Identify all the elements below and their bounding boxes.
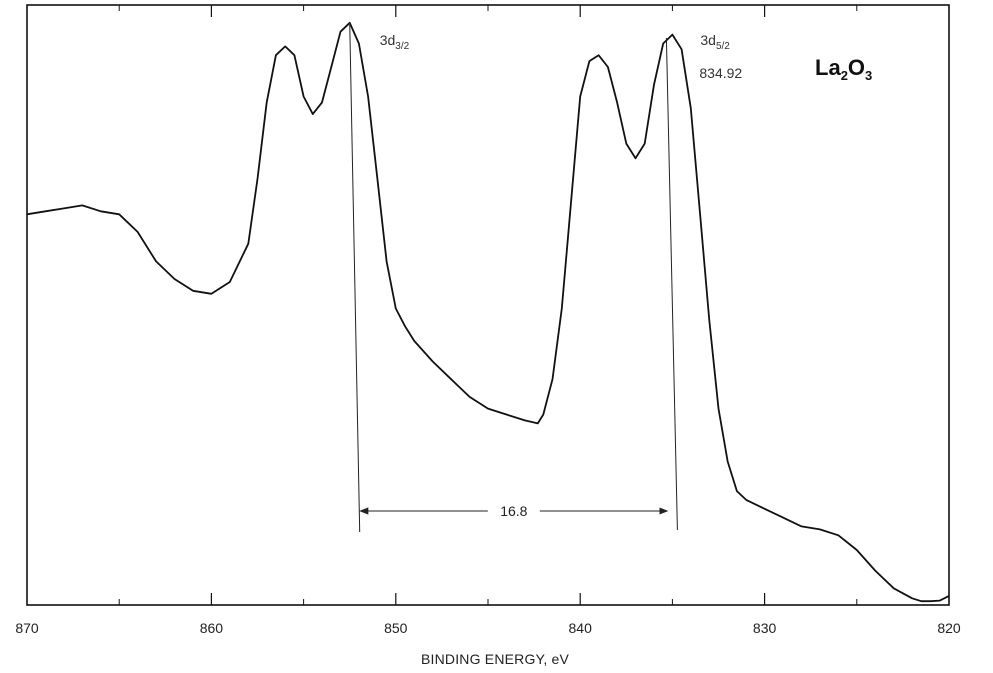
x-tick-label-840: 840	[569, 620, 593, 636]
peak-marker-3d32	[349, 21, 361, 533]
peak-label-3d32: 3d3/2	[380, 32, 410, 52]
x-axis-tick-labels: 870 860 850 840 830 820	[15, 620, 961, 636]
peak-marker-3d52	[665, 37, 678, 531]
x-tick-label-870: 870	[15, 620, 39, 636]
x-axis-title: BINDING ENERGY, eV	[421, 651, 570, 667]
plot-frame	[26, 4, 950, 606]
spectrum-line	[26, 21, 950, 603]
x-axis-ticks	[118, 5, 858, 605]
x-tick-label-830: 830	[753, 620, 777, 636]
compound-label: La2O3	[815, 55, 872, 83]
x-tick-label-850: 850	[384, 620, 408, 636]
x-tick-label-820: 820	[937, 620, 961, 636]
peak-value-3d52: 834.92	[699, 65, 742, 81]
peak-label-3d52: 3d5/2	[700, 32, 730, 52]
x-tick-label-860: 860	[200, 620, 224, 636]
spacing-label: 16.8	[500, 503, 527, 519]
